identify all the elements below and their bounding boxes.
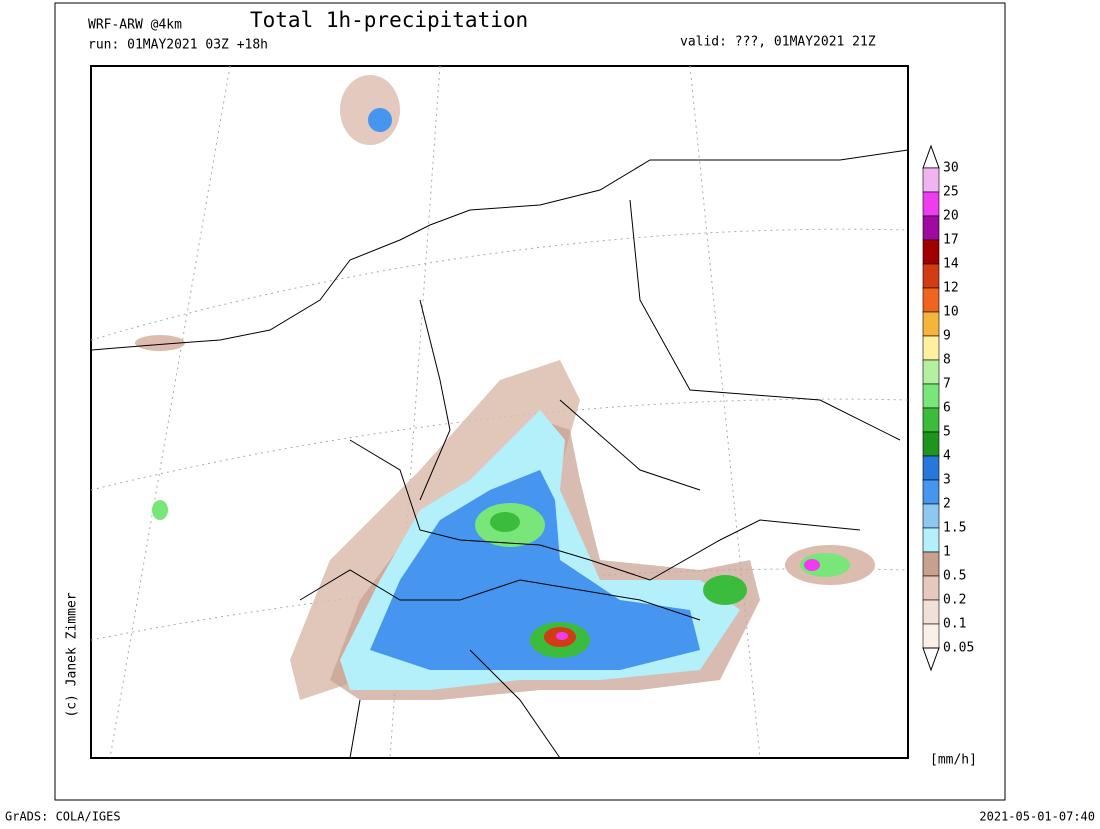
colorbar-box: [922, 263, 940, 289]
colorbar-label: 0.2: [943, 593, 966, 608]
colorbar-box: [922, 599, 940, 625]
run-label: run: 01MAY2021 03Z +18h: [88, 38, 268, 53]
colorbar-label: 1: [943, 545, 951, 560]
colorbar-box: [922, 455, 940, 481]
colorbar-label: 10: [943, 305, 959, 320]
colorbar-box: [922, 215, 940, 241]
colorbar-box: [922, 479, 940, 505]
colorbar-label: 0.05: [943, 641, 974, 656]
colorbar-label: 7: [943, 377, 951, 392]
precipitation: [135, 75, 875, 700]
colorbar-label: 6: [943, 401, 951, 416]
colorbar-label: 4: [943, 449, 951, 464]
colorbar-box: [922, 551, 940, 577]
colorbar: 30 25 20 17 14 12 10 9 8 7 6 5 4 3 2 1.5 1 0.5 0.2 0.1 0.05: [922, 144, 974, 672]
colorbar-label: 1.5: [943, 521, 966, 536]
colorbar-label: 9: [943, 329, 951, 344]
colorbar-box: [922, 287, 940, 313]
valid-label: valid: ???, 01MAY2021 21Z: [680, 35, 876, 50]
unit-label: [mm/h]: [930, 753, 977, 768]
footer-left: GrADS: COLA/IGES: [5, 810, 121, 824]
title: Total 1h-precipitation: [250, 8, 528, 32]
colorbar-box: [922, 575, 940, 601]
colorbar-label: 12: [943, 281, 959, 296]
colorbar-box: [922, 239, 940, 265]
colorbar-box: [922, 383, 940, 409]
colorbar-box: [922, 191, 940, 217]
colorbar-label: 8: [943, 353, 951, 368]
colorbar-box: [922, 623, 940, 649]
colorbar-label: 5: [943, 425, 951, 440]
colorbar-box: [922, 407, 940, 433]
colorbar-label: 17: [943, 233, 959, 248]
colorbar-label: 20: [943, 209, 959, 224]
footer-right: 2021-05-01-07:40: [979, 810, 1095, 824]
colorbar-box: [922, 431, 940, 457]
colorbar-label: 25: [943, 185, 959, 200]
colorbar-label: 3: [943, 473, 951, 488]
colorbar-label: 30: [943, 161, 959, 176]
colorbar-label: 14: [943, 257, 959, 272]
credit: (c) Janek Zimmer: [65, 592, 80, 717]
colorbar-label: 0.1: [943, 617, 966, 632]
map: [90, 65, 909, 759]
colorbar-box: [922, 527, 940, 553]
borders: [91, 149, 909, 759]
colorbar-label: 2: [943, 497, 951, 512]
colorbar-box: [922, 503, 940, 529]
model-label: WRF-ARW @4km: [88, 18, 182, 33]
colorbar-box: [922, 359, 940, 385]
colorbar-bottom-arrow: [922, 647, 940, 672]
colorbar-box: [922, 335, 940, 361]
colorbar-label: 0.5: [943, 569, 966, 584]
colorbar-box: [922, 311, 940, 337]
colorbar-box: [922, 167, 940, 193]
